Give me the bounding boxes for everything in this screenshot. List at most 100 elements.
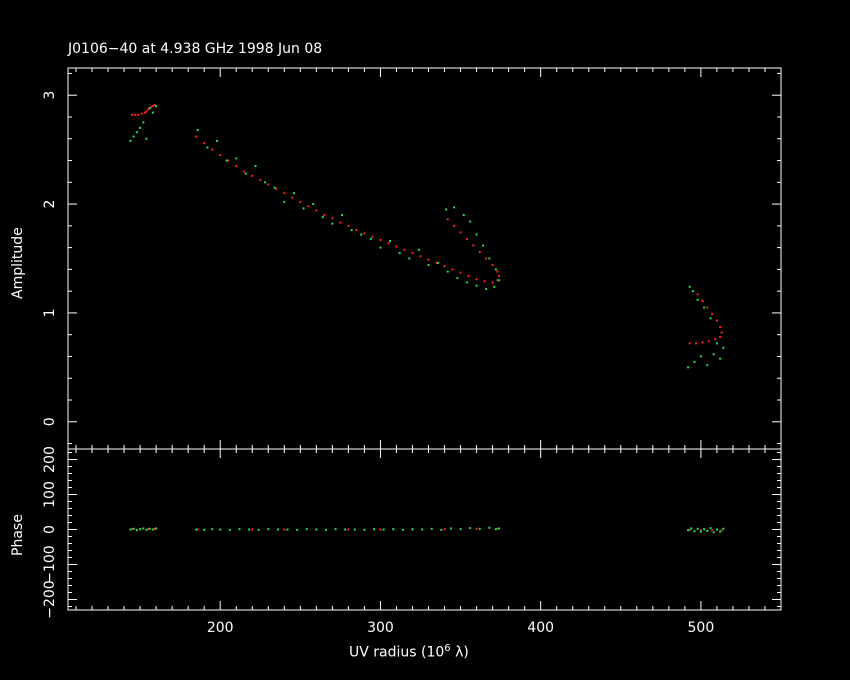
amplitude-panel-data-point xyxy=(145,137,148,140)
amplitude-panel-model-point xyxy=(150,106,153,109)
amplitude-panel-model-point xyxy=(485,257,488,260)
amplitude-panel-data-point xyxy=(244,172,247,175)
x-tick-label: 200 xyxy=(207,620,234,636)
amplitude-panel-data-point xyxy=(437,261,440,264)
phase-panel-model-point xyxy=(379,528,382,531)
amplitude-panel-data-point xyxy=(155,105,158,108)
amplitude-panel-model-point xyxy=(283,192,286,195)
amplitude-panel-model-point xyxy=(491,281,494,284)
amplitude-panel-data-point xyxy=(462,213,465,216)
amplitude-panel-model-point xyxy=(211,148,214,151)
amplitude-panel-model-point xyxy=(446,218,449,221)
amplitude-panel-model-point xyxy=(478,250,481,253)
amplitude-panel-frame xyxy=(67,67,782,450)
phase-panel-data-point xyxy=(286,528,289,531)
amplitude-panel-model-point xyxy=(451,268,454,271)
amplitude-panel-model-point xyxy=(491,264,494,267)
phase-panel-data-point xyxy=(488,526,491,529)
phase-panel-data-point xyxy=(148,527,151,530)
phase-panel-data-point xyxy=(687,529,690,532)
phase-panel-data-point xyxy=(690,527,693,530)
phase-panel-data-point xyxy=(267,528,270,531)
amplitude-panel-model-point xyxy=(706,306,709,309)
phase-axis-label: Phase xyxy=(10,514,26,556)
phase-panel-data-point xyxy=(228,528,231,531)
phase-panel-data-point xyxy=(382,528,385,531)
amplitude-panel-model-point xyxy=(714,338,717,341)
phase-panel-data-point xyxy=(238,528,241,531)
amplitude-panel-data-point xyxy=(132,135,135,138)
amplitude-panel-model-point xyxy=(143,111,146,114)
amplitude-axis-label: Amplitude xyxy=(10,227,26,299)
amplitude-panel-data-point xyxy=(312,203,315,206)
amplitude-panel-model-point xyxy=(275,187,278,190)
phase-panel-data-point xyxy=(129,528,132,531)
amplitude-panel-model-point xyxy=(299,200,302,203)
amplitude-panel-model-point xyxy=(145,110,148,113)
amplitude-panel-data-point xyxy=(446,270,449,273)
amplitude-panel-model-point xyxy=(195,135,198,138)
phase-panel-data-point xyxy=(722,527,725,530)
amplitude-panel-model-point xyxy=(465,237,468,240)
amplitude-panel-data-point xyxy=(498,279,501,282)
amplitude-panel-model-point xyxy=(259,179,262,182)
amplitude-panel-data-point xyxy=(206,146,209,149)
amplitude-panel-model-point xyxy=(483,280,486,283)
amplitude-panel-data-point xyxy=(494,268,497,271)
amplitude-panel-data-point xyxy=(398,252,401,255)
phase-panel-data-point xyxy=(305,528,308,531)
amplitude-panel-model-point xyxy=(701,299,704,302)
amplitude-panel-model-point xyxy=(459,271,462,274)
amplitude-panel-data-point xyxy=(706,364,709,367)
phase-panel-data-point xyxy=(219,528,222,531)
phase-panel-model-point xyxy=(720,529,723,532)
amplitude-panel-data-point xyxy=(360,233,363,236)
phase-panel-data-point xyxy=(421,528,424,531)
amplitude-panel-model-point xyxy=(453,224,456,227)
amplitude-panel-model-point xyxy=(419,255,422,258)
amplitude-panel-data-point xyxy=(340,213,343,216)
amplitude-panel-data-point xyxy=(445,208,448,211)
amplitude-panel-y-tick-label: 2 xyxy=(42,200,58,209)
amplitude-panel-model-point xyxy=(315,209,318,212)
amplitude-panel-model-point xyxy=(243,170,246,173)
amplitude-panel-model-point xyxy=(140,112,143,115)
phase-panel-frame xyxy=(67,448,782,611)
amplitude-panel-data-point xyxy=(687,366,690,369)
phase-panel-y-tick-label: 200 xyxy=(42,446,58,473)
phase-panel-data-point xyxy=(715,528,718,531)
amplitude-panel-model-point xyxy=(267,183,270,186)
amplitude-panel-model-point xyxy=(347,224,350,227)
phase-panel-data-point xyxy=(696,527,699,530)
amplitude-panel-model-point xyxy=(496,270,499,273)
x-tick-label: 500 xyxy=(688,620,715,636)
phase-panel-data-point xyxy=(494,528,497,531)
amplitude-panel-data-point xyxy=(688,285,691,288)
amplitude-panel-data-point xyxy=(696,298,699,301)
phase-panel-model-point xyxy=(443,528,446,531)
amplitude-panel-data-point xyxy=(408,257,411,260)
phase-panel-data-point xyxy=(478,527,481,530)
amplitude-panel-model-point xyxy=(459,231,462,234)
amplitude-panel-model-point xyxy=(251,174,254,177)
amplitude-panel-model-point xyxy=(219,154,222,157)
amplitude-panel-data-point xyxy=(481,244,484,247)
amplitude-panel-model-point xyxy=(227,159,230,162)
amplitude-panel-y-tick-label: 0 xyxy=(42,417,58,426)
phase-panel-y-tick-label: 100 xyxy=(42,481,58,508)
phase-panel-data-point xyxy=(699,530,702,533)
amplitude-panel-model-point xyxy=(339,221,342,224)
amplitude-panel-data-point xyxy=(475,233,478,236)
amplitude-panel-data-point xyxy=(196,129,199,132)
phase-panel-data-point xyxy=(373,528,376,531)
amplitude-panel-model-point xyxy=(498,274,501,277)
phase-panel-data-point xyxy=(459,528,462,531)
amplitude-panel-data-point xyxy=(493,285,496,288)
phase-panel-data-point xyxy=(334,528,337,531)
amplitude-panel-model-point xyxy=(371,235,374,238)
phase-panel-data-point xyxy=(315,528,318,531)
amplitude-panel-data-point xyxy=(369,237,372,240)
amplitude-panel-model-point xyxy=(467,274,470,277)
phase-panel-model-point xyxy=(688,528,691,531)
